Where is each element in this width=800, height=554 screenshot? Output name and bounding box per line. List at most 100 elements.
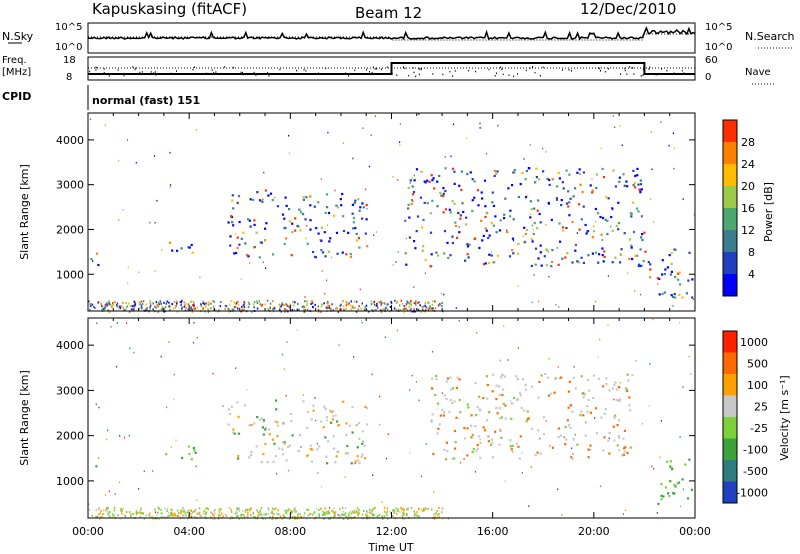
echo-cell [534, 454, 537, 457]
ground-scatter-cell [325, 512, 328, 515]
echo-cell [484, 227, 487, 230]
noise-cell [533, 274, 535, 276]
ground-scatter-cell [233, 305, 236, 308]
ground-scatter-cell [183, 301, 185, 304]
echo-cell [188, 452, 191, 456]
ground-scatter-cell [315, 516, 317, 519]
ground-scatter-cell [273, 508, 276, 511]
echo-cell [660, 494, 663, 497]
ground-scatter-cell [176, 515, 178, 517]
ground-scatter-cell [217, 508, 220, 511]
ground-scatter-cell [290, 509, 292, 512]
echo-cell [578, 203, 581, 206]
ground-scatter-cell [403, 513, 405, 516]
nave-point [130, 73, 132, 75]
ground-scatter-cell [392, 515, 394, 517]
noise-cell [235, 367, 237, 369]
echo-cell [570, 456, 573, 459]
ground-scatter-cell [114, 300, 116, 303]
ground-scatter-cell [171, 303, 174, 306]
ground-scatter-cell [169, 309, 171, 311]
ground-scatter-cell [332, 515, 335, 518]
echo-cell [352, 216, 355, 220]
ground-scatter-cell [177, 515, 180, 517]
echo-cell [518, 457, 521, 460]
ground-scatter-cell [111, 304, 114, 307]
nave-point [626, 73, 628, 75]
ground-scatter-cell [419, 304, 421, 307]
noise-cell [263, 171, 265, 174]
echo-cell [510, 417, 513, 420]
noise-cell [600, 147, 602, 150]
ground-scatter-cell [113, 514, 115, 517]
echo-cell [473, 180, 476, 183]
echo-cell [437, 254, 440, 257]
echo-cell [613, 416, 616, 419]
nave-point [656, 73, 658, 76]
ground-scatter-cell [407, 508, 409, 511]
colorbar-swatch [723, 208, 737, 230]
ground-scatter-cell [413, 510, 416, 513]
echo-cell [237, 455, 240, 458]
ground-scatter-cell [376, 303, 378, 305]
nave-point [604, 71, 606, 73]
echo-cell [499, 219, 502, 222]
echo-cell [484, 429, 487, 432]
nave-point [683, 72, 685, 74]
ground-scatter-cell [406, 300, 408, 303]
noise-cell [523, 158, 525, 160]
nave-right-tick-top: 60 [705, 55, 718, 66]
ground-scatter-cell [90, 303, 93, 305]
ground-scatter-cell [104, 303, 107, 306]
echo-cell [191, 251, 194, 254]
echo-cell [521, 172, 524, 175]
ground-scatter-cell [101, 308, 103, 311]
ground-scatter-cell [328, 306, 331, 309]
ground-scatter-cell [101, 305, 103, 307]
echo-cell [545, 248, 548, 251]
noise-cell [302, 394, 304, 396]
ground-scatter-cell [152, 308, 154, 311]
echo-cell [669, 460, 673, 463]
echo-cell [625, 388, 628, 391]
ground-scatter-cell [168, 514, 171, 517]
noise-cell [679, 505, 682, 508]
echo-cell [261, 200, 264, 203]
ground-scatter-cell [130, 308, 133, 311]
echo-cell [511, 444, 514, 447]
echo-cell [237, 432, 241, 435]
ground-scatter-cell [180, 509, 183, 512]
echo-cell [532, 232, 535, 236]
echo-cell [352, 227, 355, 230]
nave-point [345, 72, 347, 74]
ground-scatter-cell [314, 303, 316, 306]
echo-cell [283, 242, 286, 246]
nave-point [95, 66, 97, 69]
ground-scatter-cell [297, 516, 299, 519]
ground-scatter-cell [230, 300, 233, 303]
ground-scatter-cell [194, 516, 196, 519]
echo-cell [639, 248, 642, 251]
echo-cell [442, 192, 445, 195]
ground-scatter-cell [235, 306, 237, 309]
ground-scatter-cell [355, 310, 358, 313]
noise-cell [608, 437, 610, 440]
ground-scatter-cell [370, 300, 373, 303]
ground-scatter-cell [154, 508, 156, 511]
ground-scatter-cell [256, 509, 258, 512]
echo-cell [471, 450, 474, 454]
echo-cell [581, 191, 584, 194]
echo-cell [510, 448, 513, 451]
echo-cell [542, 170, 545, 173]
ground-scatter-cell [333, 512, 336, 515]
noise-cell [399, 123, 401, 125]
echo-cell [537, 199, 540, 202]
echo-cell [329, 409, 332, 412]
echo-cell [565, 226, 568, 230]
echo-cell [256, 416, 259, 419]
ground-scatter-cell [128, 302, 130, 305]
echo-cell [238, 220, 241, 224]
echo-cell [232, 207, 235, 210]
nave-point [517, 73, 518, 75]
ground-scatter-cell [165, 302, 167, 305]
